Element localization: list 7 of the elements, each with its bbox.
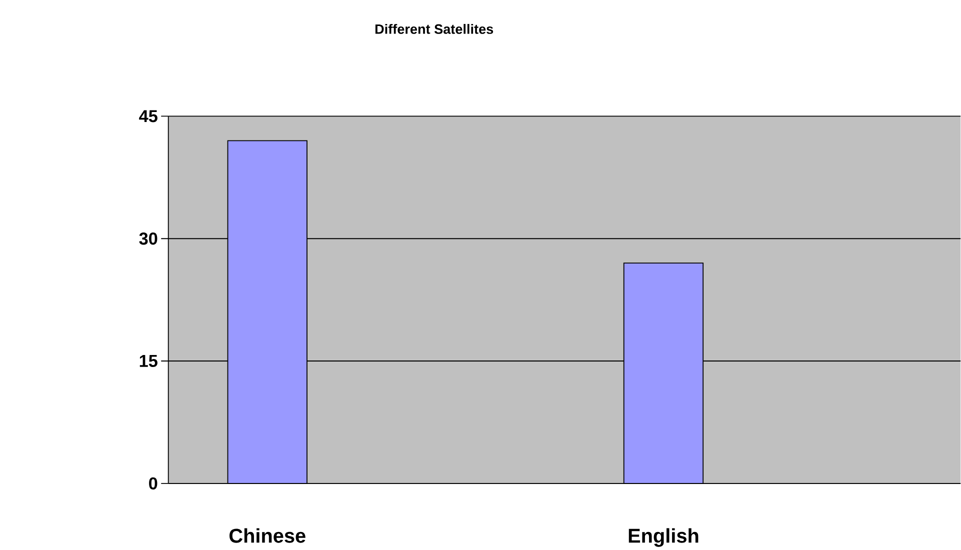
y-tick-label: 0 (149, 477, 158, 490)
y-tick-label: 45 (139, 110, 158, 122)
x-tick-label: English (628, 528, 698, 547)
y-tick-label: 30 (139, 232, 158, 245)
x-tick-label: Chinese (230, 528, 306, 543)
chart-title: Different Satellites (375, 24, 494, 34)
y-tick-label: 15 (140, 355, 158, 368)
